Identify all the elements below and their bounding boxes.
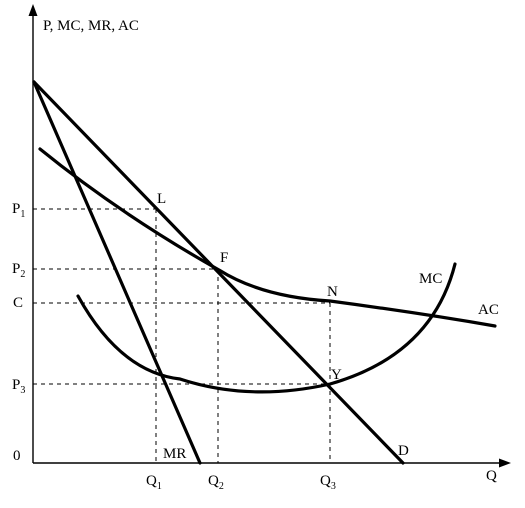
q2-main: Q — [208, 473, 219, 489]
q1-main: Q — [146, 473, 157, 489]
mr-curve-label: MR — [163, 446, 186, 462]
q3-label: Q3 — [320, 473, 336, 492]
d-curve-label: D — [398, 443, 409, 459]
p3-sub: 3 — [20, 385, 25, 396]
q1-label: Q1 — [146, 473, 162, 492]
average-cost-curve — [38, 147, 497, 328]
marginal-revenue-curve — [32, 80, 202, 465]
q3-sub: 3 — [331, 481, 336, 492]
point-n-label: N — [327, 284, 338, 300]
p2-main: P — [12, 261, 20, 277]
origin-label: 0 — [13, 448, 21, 464]
point-y-label: Y — [331, 367, 342, 383]
p1-label: P1 — [12, 201, 25, 220]
y-axis-arrow — [28, 4, 38, 16]
p1-main: P — [12, 201, 20, 217]
point-f-label: F — [220, 250, 228, 266]
q2-label: Q2 — [208, 473, 224, 492]
p1-sub: 1 — [20, 209, 25, 220]
c-label: C — [13, 295, 23, 311]
p2-sub: 2 — [20, 269, 25, 280]
x-axis-title: Q — [486, 468, 497, 484]
marginal-cost-curve — [76, 262, 457, 394]
x-axis-arrow — [499, 458, 511, 468]
y-axis-title: P, MC, MR, AC — [43, 18, 139, 34]
p2-label: P2 — [12, 261, 25, 280]
p3-label: P3 — [12, 377, 25, 396]
p3-main: P — [12, 377, 20, 393]
ac-curve-label: AC — [478, 302, 499, 318]
demand-curve — [32, 80, 405, 465]
q3-main: Q — [320, 473, 331, 489]
point-l-label: L — [157, 191, 166, 207]
q1-sub: 1 — [157, 481, 162, 492]
q2-sub: 2 — [219, 481, 224, 492]
mc-curve-label: MC — [419, 271, 442, 287]
